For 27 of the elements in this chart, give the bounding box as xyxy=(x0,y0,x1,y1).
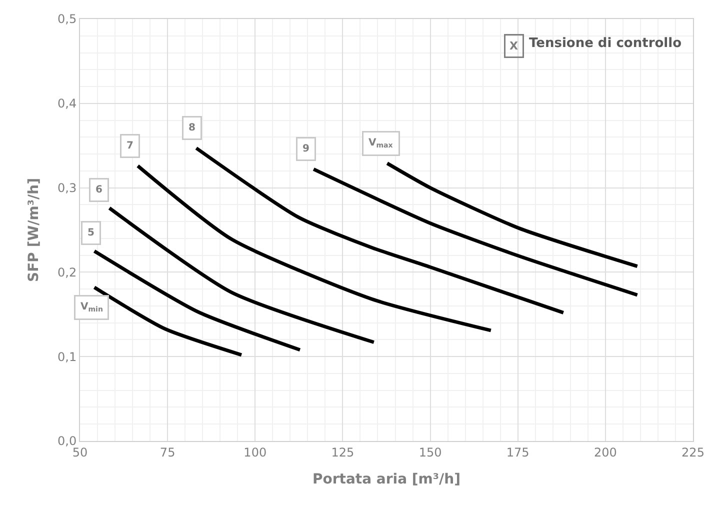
x-tick-label: 100 xyxy=(244,445,267,460)
series-label: 5 xyxy=(88,228,94,238)
x-axis-title: Portata aria [m³/h] xyxy=(312,472,461,488)
y-tick-label: 0,5 xyxy=(58,12,77,26)
y-tick-label: 0,1 xyxy=(58,350,77,364)
line-series xyxy=(194,146,566,314)
x-tick-label: 150 xyxy=(418,445,442,460)
y-tick-label: 0,3 xyxy=(58,181,77,195)
y-tick-label: 0,4 xyxy=(58,96,77,111)
line-series xyxy=(385,162,640,268)
line-series xyxy=(312,167,640,297)
series-label: V$_{max}$ xyxy=(368,138,394,150)
line-series xyxy=(136,164,493,332)
x-tick-label: 200 xyxy=(594,445,617,460)
series-label: 8 xyxy=(188,122,196,134)
annotation: Tensione di controllo xyxy=(529,36,682,51)
x-tick-label: 225 xyxy=(682,445,704,460)
x-tick-label: 125 xyxy=(331,445,354,460)
y-axis-title: SFP [W/m³/h] xyxy=(26,178,42,282)
series-label: 9 xyxy=(302,144,310,154)
series-label: 6 xyxy=(96,184,102,196)
x-tick-label: 175 xyxy=(506,445,530,460)
x-tick-label: 75 xyxy=(160,445,176,460)
series-label: 7 xyxy=(126,140,134,152)
y-tick-label: 0,2 xyxy=(58,265,77,280)
series-label: V$_{min}$ xyxy=(80,302,103,314)
annotation: X xyxy=(510,40,518,52)
